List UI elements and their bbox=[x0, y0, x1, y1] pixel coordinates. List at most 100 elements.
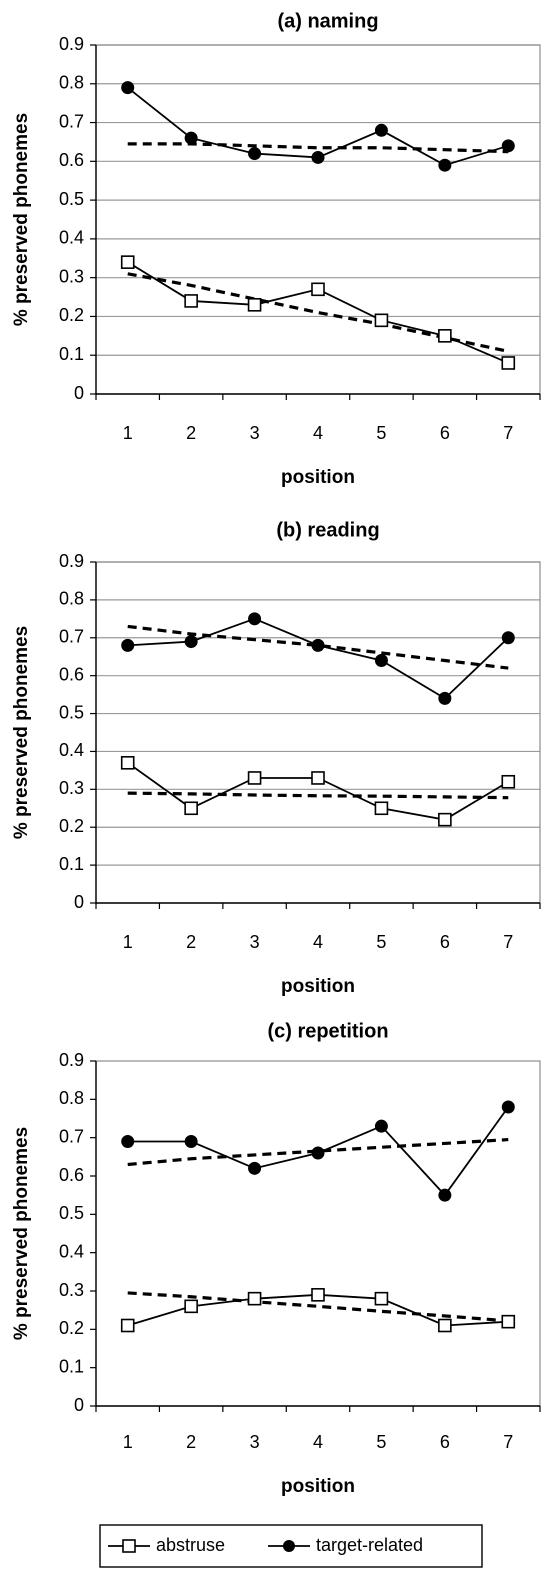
data-point-target-related bbox=[248, 1161, 262, 1175]
data-point-abstruse bbox=[501, 356, 516, 370]
y-tick-label: 0.4 bbox=[59, 1241, 84, 1261]
chart-title: (c) repetition bbox=[267, 1020, 388, 1042]
data-point-target-related bbox=[438, 158, 452, 172]
x-axis-label: position bbox=[281, 467, 355, 488]
data-point-target-related bbox=[438, 691, 452, 705]
y-tick-label: 0.3 bbox=[59, 1280, 84, 1300]
data-point-target-related bbox=[311, 1146, 325, 1160]
x-tick-label: 1 bbox=[123, 932, 133, 952]
y-tick-label: 0.8 bbox=[59, 589, 84, 609]
y-tick-label: 0.1 bbox=[59, 1356, 84, 1376]
data-point-target-related bbox=[184, 1135, 198, 1148]
data-point-abstruse bbox=[438, 329, 452, 343]
plot-area bbox=[95, 561, 541, 904]
y-tick-label: 0.2 bbox=[59, 305, 84, 325]
x-axis-label: position bbox=[281, 1476, 355, 1497]
x-tick-label: 2 bbox=[186, 932, 196, 952]
chart-title: (a) naming bbox=[277, 10, 378, 32]
data-point-target-related bbox=[374, 123, 388, 137]
y-axis-label: % preserved phonemes bbox=[11, 113, 32, 326]
y-tick-label: 0 bbox=[74, 892, 84, 912]
y-tick-label: 0.7 bbox=[59, 1126, 84, 1146]
x-tick-label: 3 bbox=[250, 1432, 260, 1452]
data-point-abstruse bbox=[247, 1291, 262, 1306]
y-tick-label: 0.3 bbox=[59, 778, 84, 798]
trendline-1 bbox=[127, 1291, 509, 1323]
data-point-abstruse bbox=[120, 255, 135, 269]
data-point-abstruse bbox=[184, 1299, 198, 1314]
x-axis-label: position bbox=[281, 976, 355, 997]
x-tick-label: 4 bbox=[313, 423, 323, 443]
data-point-target-related bbox=[501, 139, 515, 153]
data-point-abstruse bbox=[311, 1288, 325, 1302]
legend-label: target-related bbox=[316, 1535, 423, 1555]
y-tick-label: 0.7 bbox=[59, 111, 84, 131]
legend-open-square-icon bbox=[122, 1539, 136, 1553]
x-tick-label: 5 bbox=[376, 932, 386, 952]
x-tick-label: 6 bbox=[440, 932, 450, 952]
data-point-abstruse bbox=[438, 1318, 452, 1333]
data-point-abstruse bbox=[438, 812, 452, 827]
trendline-1 bbox=[127, 791, 509, 800]
y-tick-label: 0.8 bbox=[59, 73, 84, 93]
x-tick-label: 5 bbox=[376, 1432, 386, 1452]
data-point-target-related bbox=[438, 1188, 452, 1202]
data-point-target-related bbox=[248, 612, 262, 626]
y-tick-label: 0.6 bbox=[59, 664, 84, 684]
data-point-abstruse bbox=[501, 1314, 516, 1329]
y-tick-label: 0.4 bbox=[59, 740, 84, 760]
data-point-target-related bbox=[374, 1119, 388, 1133]
data-point-target-related bbox=[184, 635, 198, 649]
y-tick-label: 0.1 bbox=[59, 854, 84, 874]
legend-item-abstruse: abstruse bbox=[108, 1535, 225, 1555]
y-tick-label: 0.6 bbox=[59, 150, 84, 170]
x-tick-label: 1 bbox=[123, 423, 133, 443]
x-tick-label: 4 bbox=[313, 932, 323, 952]
data-point-target-related bbox=[248, 147, 262, 161]
data-point-target-related bbox=[121, 81, 135, 95]
y-tick-label: 0.5 bbox=[59, 189, 84, 209]
y-axis-label: % preserved phonemes bbox=[11, 626, 32, 839]
legend-item-target-related: target-related bbox=[268, 1535, 423, 1555]
plot-area bbox=[95, 1060, 541, 1407]
data-point-abstruse bbox=[374, 1291, 389, 1306]
data-point-target-related bbox=[184, 131, 198, 145]
x-tick-label: 1 bbox=[123, 1432, 133, 1452]
y-tick-label: 0.9 bbox=[59, 551, 84, 571]
y-tick-label: 0.9 bbox=[59, 1050, 84, 1070]
data-point-abstruse bbox=[184, 801, 198, 816]
chart-title: (b) reading bbox=[276, 519, 379, 541]
legend-filled-circle-icon bbox=[283, 1540, 295, 1552]
data-point-abstruse bbox=[120, 1318, 135, 1333]
data-point-target-related bbox=[501, 631, 515, 645]
chart-panel-2: (b) reading 0 0.1 0.2 0.3 0.4 0.5 0.6 0.7 0.8 0.9 1… bbox=[11, 519, 541, 997]
plot-area bbox=[95, 44, 541, 395]
x-tick-label: 7 bbox=[503, 932, 513, 952]
data-point-abstruse bbox=[120, 756, 135, 770]
y-axis-label: % preserved phonemes bbox=[11, 1127, 32, 1340]
data-point-target-related bbox=[501, 1100, 515, 1114]
x-tick-label: 7 bbox=[503, 1432, 513, 1452]
y-tick-label: 0.8 bbox=[59, 1088, 84, 1108]
y-tick-label: 0.2 bbox=[59, 1318, 84, 1338]
data-point-target-related bbox=[121, 638, 135, 652]
data-point-abstruse bbox=[311, 282, 325, 297]
series-line-target-related bbox=[127, 617, 509, 700]
y-tick-label: 0.9 bbox=[59, 34, 84, 54]
y-tick-label: 0.2 bbox=[59, 816, 84, 836]
data-point-target-related bbox=[374, 654, 388, 668]
x-tick-label: 2 bbox=[186, 423, 196, 443]
data-point-abstruse bbox=[311, 771, 325, 785]
y-tick-label: 0.6 bbox=[59, 1165, 84, 1185]
y-tick-label: 0 bbox=[74, 1395, 84, 1415]
x-tick-label: 6 bbox=[440, 1432, 450, 1452]
data-point-abstruse bbox=[184, 294, 198, 308]
trendline-2 bbox=[127, 142, 509, 154]
data-point-target-related bbox=[311, 638, 325, 652]
x-tick-label: 2 bbox=[186, 1432, 196, 1452]
y-tick-label: 0.7 bbox=[59, 627, 84, 647]
y-tick-label: 0.3 bbox=[59, 266, 84, 286]
y-tick-label: 0.1 bbox=[59, 344, 84, 364]
x-tick-label: 7 bbox=[503, 423, 513, 443]
y-tick-label: 0.4 bbox=[59, 228, 84, 248]
